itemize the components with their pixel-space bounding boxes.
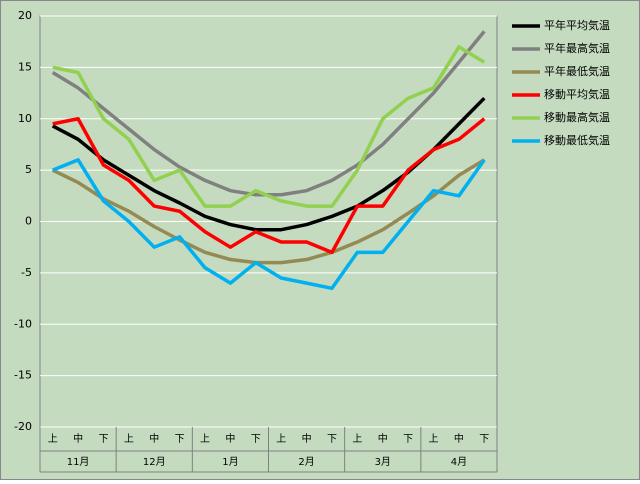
x-group-label: 1月 (222, 456, 238, 468)
x-tick-label: 下 (251, 434, 261, 445)
x-tick-label: 下 (403, 434, 413, 445)
y-tick-label: -10 (14, 317, 32, 330)
x-tick-label: 中 (378, 432, 388, 445)
legend-label: 移動最低気温 (544, 133, 610, 147)
legend-label: 移動最高気温 (544, 110, 610, 124)
y-tick-label: 0 (25, 215, 32, 228)
series-line (51, 158, 486, 265)
y-tick-label: 10 (18, 112, 32, 125)
x-group-label: 4月 (451, 456, 467, 468)
legend-label: 平年平均気温 (544, 18, 610, 32)
x-tick-label: 上 (200, 433, 210, 445)
x-group-label: 2月 (298, 456, 314, 468)
x-tick-label: 中 (149, 432, 159, 445)
y-tick-label: -20 (14, 420, 32, 433)
x-group-label: 12月 (143, 456, 166, 468)
legend-label: 平年最高気温 (544, 41, 610, 55)
x-tick-label: 上 (276, 433, 286, 445)
legend-label: 移動平均気温 (544, 87, 610, 101)
series-line (52, 45, 486, 208)
legend-label: 平年最低気温 (544, 64, 610, 78)
x-tick-label: 下 (327, 434, 337, 445)
series-line (52, 117, 486, 255)
y-tick-label: 20 (18, 9, 32, 22)
x-tick-label: 中 (454, 432, 464, 445)
y-tick-label: -15 (14, 369, 32, 382)
y-tick-label: 15 (18, 60, 32, 73)
x-tick-label: 上 (124, 433, 134, 445)
x-tick-label: 上 (48, 433, 58, 445)
y-tick-label: -5 (21, 266, 32, 279)
y-tick-label: 5 (25, 163, 32, 176)
x-tick-label: 中 (302, 432, 312, 445)
x-group-label: 3月 (375, 456, 391, 468)
x-tick-label: 中 (73, 432, 83, 445)
series-line (52, 158, 486, 291)
x-tick-label: 下 (479, 434, 489, 445)
x-tick-label: 上 (352, 433, 362, 445)
x-tick-label: 上 (429, 433, 439, 445)
x-tick-label: 下 (175, 434, 185, 445)
x-tick-label: 中 (225, 432, 235, 445)
x-group-label: 11月 (67, 456, 90, 468)
x-tick-label: 下 (98, 434, 108, 445)
